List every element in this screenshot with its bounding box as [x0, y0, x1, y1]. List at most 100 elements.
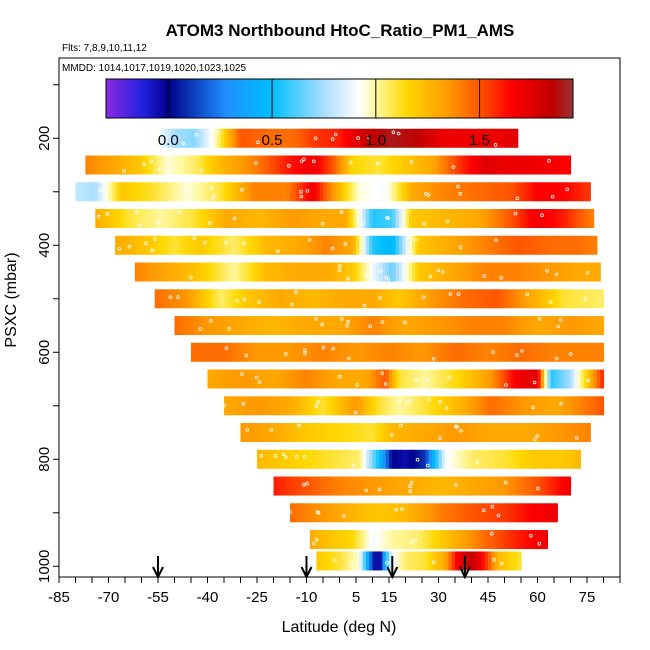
heatmap-cell [319, 369, 324, 389]
heatmap-cell [174, 262, 179, 282]
heatmap-cell [270, 342, 275, 362]
heatmap-cell [154, 262, 159, 282]
heatmap-cell [326, 262, 331, 282]
heatmap-cell [362, 551, 367, 571]
heatmap-cell [128, 155, 133, 175]
heatmap-cell [247, 235, 251, 255]
heatmap-cell [435, 262, 440, 282]
heatmap-cell [375, 396, 380, 416]
heatmap-cell [181, 182, 185, 202]
heatmap-cell [415, 209, 420, 229]
heatmap-cell [504, 262, 509, 282]
heatmap-cell [280, 182, 284, 202]
heatmap-cell [402, 289, 407, 309]
heatmap-cell [514, 289, 519, 309]
heatmap-cell [326, 182, 331, 202]
heatmap-cell [494, 503, 499, 523]
heatmap-cell [158, 235, 162, 255]
heatmap-cell [501, 155, 506, 175]
heatmap-cell [306, 316, 311, 336]
heatmap-cell [158, 155, 162, 175]
heatmap-cell [296, 155, 301, 175]
heatmap-cell [359, 396, 364, 416]
heatmap-cell [537, 369, 542, 389]
heatmap-cell [474, 262, 479, 282]
heatmap-cell [577, 369, 581, 389]
heatmap-cell [154, 289, 159, 309]
heatmap-cell [501, 396, 506, 416]
heatmap-cell [497, 423, 502, 443]
heatmap-cell [227, 262, 232, 282]
sample-point [333, 558, 337, 562]
heatmap-cell [306, 503, 311, 523]
heatmap-cell [210, 182, 215, 202]
heatmap-cell [280, 209, 284, 229]
heatmap-cell [181, 128, 185, 148]
heatmap-cell [220, 369, 225, 389]
sample-point [346, 319, 351, 324]
heatmap-cell [214, 235, 218, 255]
sample-point [547, 158, 551, 163]
heatmap-cell [405, 369, 410, 389]
heatmap-cell [342, 342, 347, 362]
heatmap-cell [365, 235, 370, 255]
sample-point [142, 162, 146, 167]
heatmap-cell [191, 342, 195, 362]
heatmap-cell [458, 530, 463, 550]
heatmap-cell [280, 449, 284, 469]
heatmap-cell [451, 342, 456, 362]
heatmap-cell [474, 155, 479, 175]
heatmap-cell [207, 155, 212, 175]
heatmap-cell [534, 316, 539, 336]
heatmap-cell [405, 449, 410, 469]
sample-point [315, 510, 320, 514]
heatmap-cell [352, 369, 357, 389]
heatmap-cell [385, 476, 390, 496]
heatmap-cell [250, 155, 255, 175]
heatmap-cell [550, 262, 555, 282]
heatmap-cell [217, 209, 222, 229]
heatmap-cell [217, 289, 222, 309]
heatmap-cell [263, 369, 268, 389]
sample-point [307, 238, 312, 242]
heatmap-cell [474, 551, 479, 571]
heatmap-cell [167, 182, 172, 202]
heatmap-cell [154, 209, 159, 229]
heatmap-cell [316, 289, 321, 309]
heatmap-cell [408, 342, 413, 362]
heatmap-cell [379, 503, 383, 523]
heatmap-cell [313, 209, 317, 229]
heatmap-cell [339, 551, 344, 571]
sample-point [558, 318, 563, 322]
heatmap-cell [567, 342, 572, 362]
sample-point [503, 480, 508, 485]
heatmap-cell [200, 342, 205, 362]
heatmap-cell [273, 155, 278, 175]
heatmap-cell [362, 423, 367, 443]
heatmap-cell [207, 235, 212, 255]
heatmap-cell [237, 182, 242, 202]
heatmap-cell [448, 155, 453, 175]
heatmap-cell [530, 209, 535, 229]
heatmap-cell [481, 396, 486, 416]
heatmap-cell [233, 155, 238, 175]
heatmap-cell [382, 209, 387, 229]
heatmap-cell [550, 182, 555, 202]
heatmap-cell [563, 235, 568, 255]
sample-point [458, 245, 463, 250]
heatmap-cell [260, 316, 265, 336]
heatmap-cell [276, 342, 281, 362]
heatmap-cell [369, 551, 374, 571]
heatmap-cell [464, 396, 469, 416]
heatmap-cell [290, 396, 294, 416]
heatmap-cell [141, 209, 146, 229]
heatmap-cell [257, 316, 261, 336]
heatmap-cell [540, 476, 545, 496]
heatmap-cell [557, 235, 562, 255]
sample-point [355, 383, 359, 387]
heatmap-cell [547, 396, 552, 416]
heatmap-cell [326, 449, 331, 469]
sample-point [475, 460, 480, 465]
sample-point [364, 273, 369, 277]
heatmap-cell [491, 423, 496, 443]
